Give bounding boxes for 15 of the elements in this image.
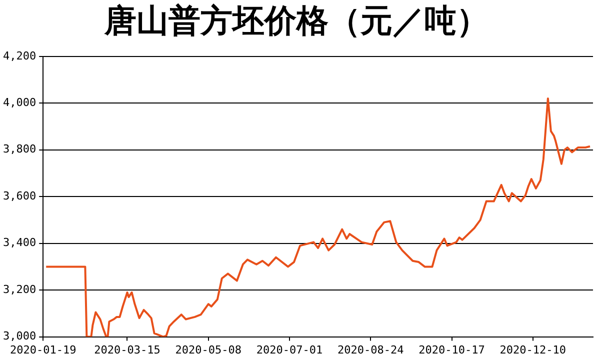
x-tick-label: 2020-10-17	[418, 343, 485, 356]
x-tick-label: 2020-05-08	[175, 343, 242, 356]
y-tick-label: 3,400	[2, 236, 36, 250]
x-tick-label: 2020-01-19	[10, 343, 76, 356]
y-tick-label: 3,600	[2, 189, 36, 202]
x-tick-label: 2020-03-15	[94, 343, 160, 356]
y-tick-label: 4,000	[2, 96, 36, 109]
x-tick-label: 2020-12-10	[500, 343, 566, 356]
x-tick-label: 2020-07-01	[256, 343, 323, 356]
y-tick-label: 3,200	[2, 282, 36, 296]
y-tick-label: 3,800	[2, 142, 36, 156]
x-tick-label: 2020-08-24	[338, 343, 404, 356]
chart-title: 唐山普方坯价格（元／吨）	[104, 2, 488, 40]
y-tick-label: 4,200	[2, 49, 36, 62]
y-tick-label: 3,000	[2, 330, 36, 343]
